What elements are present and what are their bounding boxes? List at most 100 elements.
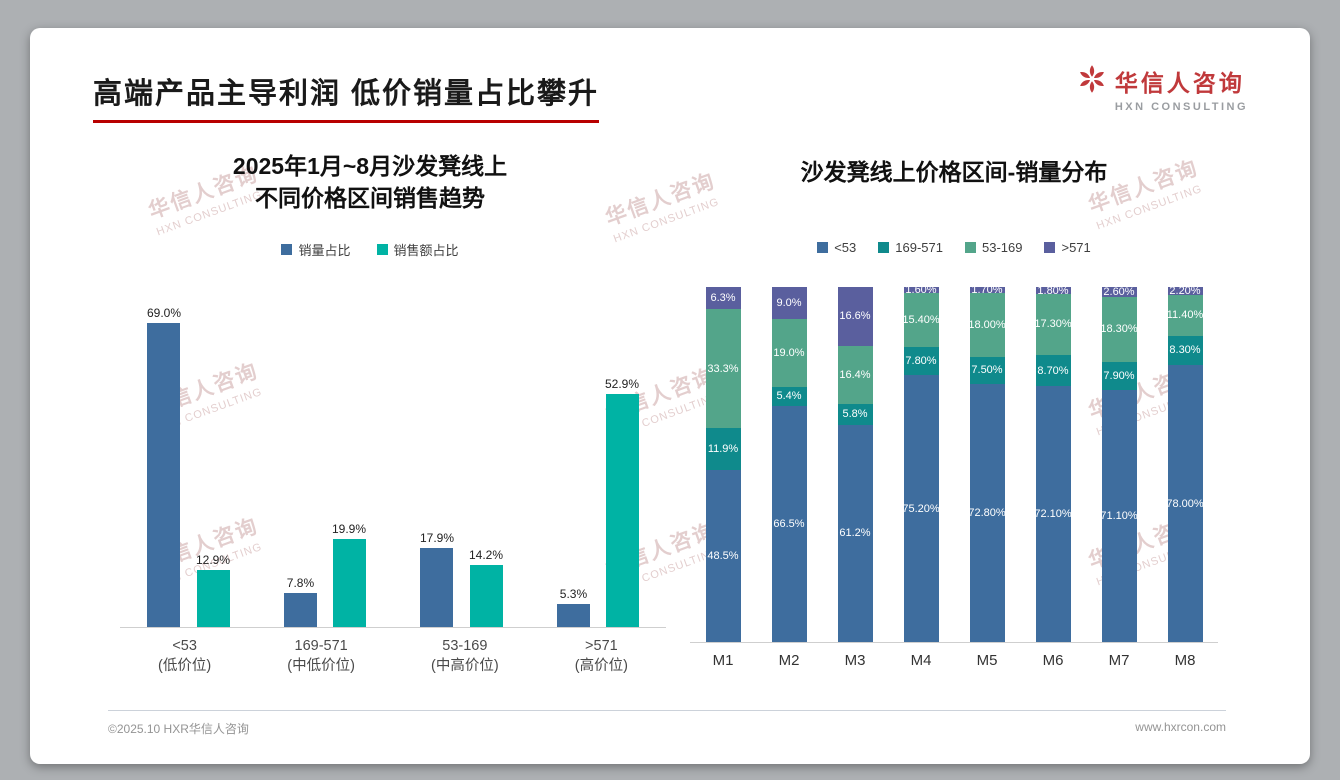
logo-flower-icon [1077, 64, 1107, 99]
bar-segment: 78.00% [1166, 365, 1204, 642]
logo-name: 华信人咨询 [1114, 70, 1245, 96]
bar-segment: 8.30% [1167, 335, 1203, 366]
segment-value-label: 11.9% [707, 442, 739, 455]
segment-value-label: 11.40% [1166, 309, 1204, 322]
bar-segment: 75.20% [902, 375, 940, 642]
x-axis-label: 53-169 (中高价位) [431, 638, 499, 674]
bar-segment: 71.10% [1100, 389, 1138, 642]
bar-column: 5.3% [556, 587, 590, 627]
x-axis-label: M6 [1042, 652, 1064, 669]
bar-segment: 5.4% [771, 386, 807, 406]
bar-segment: 5.8% [837, 404, 873, 425]
footer-divider [108, 710, 1226, 711]
legend-item: 销量占比 [281, 240, 351, 259]
x-axis-label: M1 [712, 652, 734, 669]
stacked-bar: 2.60% 18.30% 7.90% 71.10% [1100, 286, 1138, 642]
segment-value-label: 19.0% [773, 346, 805, 359]
stacked-bar: 16.6% 16.4% 5.8% 61.2% [837, 287, 873, 642]
bar-group: 17.9% 14.2% [420, 531, 503, 627]
bar [556, 603, 590, 627]
slide: 华信人咨询 HXN CONSULTING 华信人咨询 HXN CONSULTING 华信… [30, 28, 1310, 764]
stacked-bar: 6.3% 33.3% 11.9% 48.5% [705, 287, 741, 642]
x-axis-label: M3 [844, 652, 866, 669]
bar-segment: 72.80% [968, 383, 1006, 642]
legend-item: 销售额占比 [376, 240, 459, 259]
segment-value-label: 72.10% [1034, 508, 1072, 520]
segment-value-label: 16.4% [839, 369, 871, 382]
bar-value-label: 17.9% [419, 531, 454, 546]
segment-value-label: 8.70% [1037, 364, 1069, 377]
right-chart-legend: <53 169-571 53-169 >571 [694, 240, 1214, 255]
bar-column: 17.9% [420, 531, 454, 627]
legend-label: >571 [1061, 240, 1091, 255]
segment-value-label: 17.30% [1034, 318, 1072, 331]
bar-segment: 17.30% [1034, 293, 1072, 356]
segment-value-label: 18.30% [1100, 323, 1138, 336]
bar-column: 14.2% [469, 547, 504, 627]
bar-segment: 2.60% [1101, 286, 1137, 299]
legend-label: 53-169 [982, 240, 1023, 255]
segment-value-label: 7.50% [971, 364, 1003, 377]
stacked-bar: 2.20% 11.40% 8.30% 78.00% [1166, 285, 1204, 642]
legend-item: 169-571 [878, 240, 943, 255]
bar-value-label: 19.9% [331, 522, 367, 537]
segment-value-label: 7.80% [905, 355, 937, 368]
segment-value-label: 16.6% [839, 310, 871, 323]
segment-value-label: 1.80% [1037, 284, 1069, 297]
segment-value-label: 71.10% [1100, 509, 1138, 522]
bar-segment: 18.30% [1100, 296, 1138, 362]
legend-swatch-icon [965, 242, 976, 253]
segment-value-label: 7.90% [1103, 369, 1135, 382]
legend-swatch-icon [281, 244, 293, 255]
logo-subtitle: HXN CONSULTING [1114, 101, 1248, 113]
segment-value-label: 2.60% [1103, 286, 1135, 299]
segment-value-label: 6.3% [710, 292, 736, 305]
bar-segment: 11.40% [1166, 295, 1204, 336]
bar-value-label: 7.8% [286, 575, 315, 590]
stacked-bar: 1.60% 15.40% 7.80% 75.20% [902, 284, 940, 642]
bar-segment: 16.4% [837, 345, 873, 405]
bar-value-label: 12.9% [196, 553, 231, 568]
bar-segment: 15.40% [902, 292, 940, 348]
legend-label: 169-571 [895, 240, 943, 255]
bar-group: 69.0% 12.9% [147, 306, 230, 627]
legend-label: <53 [834, 240, 857, 255]
bar-segment: 7.90% [1101, 361, 1137, 390]
watermark-line2: HXN CONSULTING [1094, 182, 1204, 233]
stacked-bar: 9.0% 19.0% 5.4% 66.5% [771, 287, 807, 642]
x-axis-label: <53 (低价位) [158, 638, 212, 674]
segment-value-label: 78.00% [1166, 497, 1204, 510]
bar [196, 570, 230, 627]
x-axis-label: >571 (高价位) [574, 638, 628, 674]
segment-value-label: 66.5% [773, 517, 805, 530]
stacked-bar-xaxis: M1 M2 M3 M4 M5 M6 M7 M8 [690, 652, 1218, 669]
segment-value-label: 48.5% [707, 549, 739, 562]
left-chart-legend: 销量占比 销售额占比 [110, 240, 630, 259]
bar-value-label: 69.0% [146, 306, 181, 321]
page-title: 高端产品主导利润 低价销量占比攀升 [93, 70, 600, 123]
segment-value-label: 33.3% [707, 362, 739, 375]
legend-label: 销售额占比 [393, 243, 459, 258]
bar-segment: 7.50% [969, 357, 1005, 384]
legend-item: <53 [817, 240, 856, 255]
grouped-bar-xaxis: <53 (低价位) 169-571 (中低价位) 53-169 (中高价位) >571 (高价… [120, 636, 666, 676]
bar-segment: 7.80% [903, 347, 939, 375]
bar-column: 7.8% [283, 575, 317, 627]
bar-segment: 6.3% [705, 287, 741, 310]
bar [469, 564, 503, 627]
bar [420, 548, 454, 627]
bar-group: 5.3% 52.9% [556, 377, 639, 627]
bar-segment: 2.20% [1167, 285, 1203, 297]
legend-label: 销量占比 [298, 243, 351, 258]
legend-swatch-icon [817, 242, 829, 253]
bar-segment: 33.3% [705, 309, 741, 428]
segment-value-label: 75.20% [902, 502, 940, 515]
x-axis-label: M2 [778, 652, 800, 669]
x-axis-label: M7 [1108, 652, 1130, 669]
legend-swatch-icon [376, 244, 388, 255]
segment-value-label: 5.4% [776, 390, 802, 403]
right-chart-title: 沙发凳线上价格区间-销量分布 [800, 159, 1108, 185]
bar-value-label: 14.2% [469, 547, 504, 562]
bar [332, 539, 366, 627]
bar-segment: 1.80% [1035, 285, 1071, 297]
